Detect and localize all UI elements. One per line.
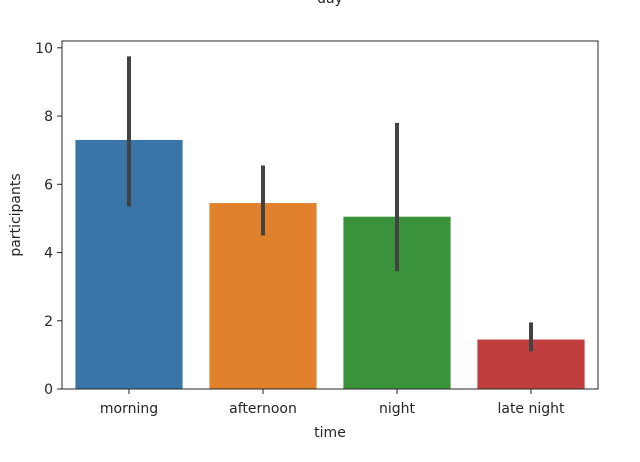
y-axis: 0 2 4 6 8 10 [35,41,62,398]
y-tick-label: 4 [44,246,53,262]
bars-group [75,139,585,389]
x-axis: morning afternoon night late night [100,389,565,417]
y-tick-label: 10 [35,41,53,57]
y-axis-label: participants [8,173,24,256]
chart-title: day [317,0,343,7]
x-tick-label: late night [497,401,565,417]
x-tick-label: night [379,401,416,417]
error-bars-group [127,56,533,352]
y-tick-label: 2 [44,314,53,330]
y-tick-label: 8 [44,109,53,125]
x-tick-label: afternoon [229,401,297,417]
x-tick-label: morning [100,401,158,417]
y-tick-label: 6 [44,177,53,193]
x-axis-label: time [314,425,346,441]
y-tick-label: 0 [44,382,53,398]
plot-frame [61,40,599,390]
